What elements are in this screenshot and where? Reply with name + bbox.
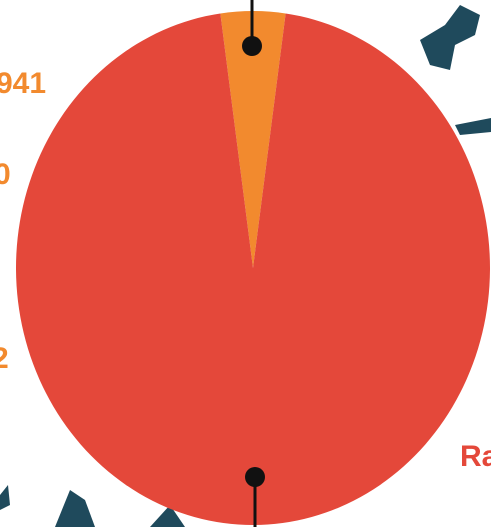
map-shape	[455, 118, 491, 135]
annotation: 941	[0, 67, 46, 100]
chart: 941 0 2 Ra	[0, 0, 491, 527]
annotation: 0	[0, 158, 11, 191]
leader-dot	[245, 467, 265, 487]
pie	[16, 11, 490, 525]
annotation: Ra	[460, 440, 491, 473]
map-shape	[55, 490, 95, 527]
leader-dot	[242, 36, 262, 56]
map-shape	[420, 5, 480, 70]
annotation: 2	[0, 342, 9, 375]
map-shape	[0, 485, 10, 510]
